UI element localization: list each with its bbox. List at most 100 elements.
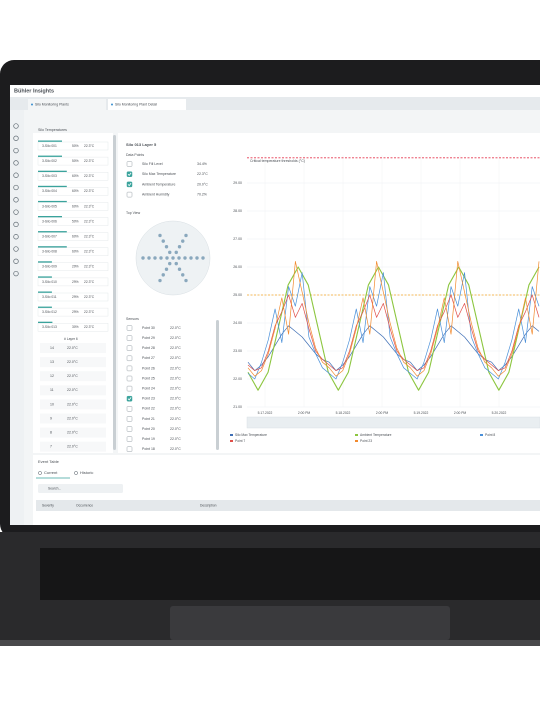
sensor-value: 22.0°C xyxy=(170,437,181,441)
nav-icon[interactable] xyxy=(13,184,19,191)
silo-row[interactable] xyxy=(37,292,109,302)
nav-icon[interactable] xyxy=(13,123,19,129)
layer-row xyxy=(40,413,106,424)
checkbox[interactable] xyxy=(126,181,133,188)
sensor-dot xyxy=(164,245,169,249)
silo-row[interactable] xyxy=(37,202,109,211)
table-header xyxy=(36,500,540,511)
column-header: Occurrence xyxy=(76,503,93,507)
column-header: Description xyxy=(200,503,217,507)
silo-row[interactable] xyxy=(37,262,109,271)
nav-icon[interactable] xyxy=(13,209,19,215)
layer-num: 10 xyxy=(50,402,54,406)
layer-num: 12 xyxy=(50,374,54,378)
silo-row[interactable] xyxy=(37,156,109,166)
sensor-value: 22.0°C xyxy=(170,407,181,411)
silo-temp: 22.3°C xyxy=(84,189,95,193)
checkbox[interactable] xyxy=(126,191,133,198)
trackpad xyxy=(170,606,450,640)
tab[interactable] xyxy=(28,99,106,110)
y-tick-label: 22.00 xyxy=(233,377,242,381)
sensor-label: Point 20 xyxy=(142,427,155,431)
layer-row xyxy=(40,427,106,438)
sensor-label: Point 28 xyxy=(142,346,155,350)
silo-name: 3-Silo 006 xyxy=(42,219,57,223)
nav-icon[interactable] xyxy=(13,197,19,203)
checkbox[interactable] xyxy=(126,375,133,382)
y-tick-label: 21.00 xyxy=(233,405,242,409)
sensor-label: Point 24 xyxy=(142,387,155,391)
search-box[interactable] xyxy=(38,484,123,493)
tab-dot xyxy=(111,103,113,106)
checkbox[interactable] xyxy=(126,436,133,442)
legend-label: Ambient Temperature xyxy=(360,433,392,437)
sensor-dot xyxy=(177,256,181,260)
x-tick-label: 2:00 PM xyxy=(376,411,389,415)
series-line xyxy=(247,325,540,371)
checkbox[interactable] xyxy=(126,161,133,167)
checkbox[interactable] xyxy=(126,406,133,412)
nav-icon[interactable] xyxy=(13,234,19,240)
keyboard xyxy=(40,548,540,600)
silo-row[interactable] xyxy=(37,277,109,287)
checkbox[interactable] xyxy=(126,395,133,402)
event-tab[interactable]: Historic xyxy=(80,470,93,475)
silo-row[interactable] xyxy=(37,323,109,332)
silo-row[interactable] xyxy=(37,232,109,241)
silo-row[interactable] xyxy=(37,247,109,256)
silo-row[interactable] xyxy=(37,141,109,151)
checkbox[interactable] xyxy=(126,171,133,177)
layer-temp: 22.0°C xyxy=(67,402,78,406)
silo-row[interactable] xyxy=(37,307,109,317)
data-point-value: 70.2% xyxy=(197,193,207,197)
silo-fill: 60% xyxy=(72,250,79,254)
y-tick-label: 24.00 xyxy=(233,321,242,325)
sensor-dot xyxy=(174,261,178,266)
silo-temp: 22.3°C xyxy=(84,159,95,163)
checkbox[interactable] xyxy=(126,345,133,351)
checkbox[interactable] xyxy=(126,385,133,392)
event-tab[interactable]: Current xyxy=(44,470,58,475)
section-title: Top View xyxy=(126,211,141,215)
checkbox[interactable] xyxy=(126,416,133,422)
scrollbar xyxy=(113,135,116,450)
sensor-value: 22.0°C xyxy=(170,336,181,340)
nav-icon[interactable] xyxy=(13,147,19,154)
nav-icon[interactable] xyxy=(13,258,19,264)
nav-icon[interactable] xyxy=(13,221,19,228)
layer-row xyxy=(40,385,106,396)
nav-icon[interactable] xyxy=(13,270,19,277)
sensor-label: Point 21 xyxy=(142,417,155,421)
silo-name: 3-Silo 005 xyxy=(42,204,57,208)
silo-fill: 60% xyxy=(72,174,79,178)
checkbox[interactable] xyxy=(126,335,133,341)
checkbox[interactable] xyxy=(126,355,133,362)
silo-fill: 50% xyxy=(72,219,79,223)
y-tick-label: 29.00 xyxy=(233,181,242,185)
silo-fill: 29% xyxy=(72,280,79,284)
layer-temp: 22.0°C xyxy=(67,416,78,420)
tab[interactable] xyxy=(108,99,186,110)
event-title: Event Table xyxy=(38,459,60,464)
layer-temp: 22.0°C xyxy=(67,346,78,350)
nav-icon[interactable] xyxy=(13,246,19,252)
fill-bar xyxy=(38,170,67,172)
checkbox[interactable] xyxy=(126,426,133,432)
silo-row[interactable] xyxy=(37,171,109,181)
layer-num: 14 xyxy=(50,346,54,350)
silo-row[interactable] xyxy=(37,217,109,226)
silo-row[interactable] xyxy=(37,187,109,196)
x-tick-label: 5.18.2022 xyxy=(336,411,351,415)
nav-icon[interactable] xyxy=(13,135,19,141)
fill-bar xyxy=(38,291,52,293)
silo-name: 3-Silo 004 xyxy=(42,189,57,193)
nav-icon[interactable] xyxy=(13,172,19,178)
checkbox[interactable] xyxy=(126,325,133,331)
icon-sidebar xyxy=(10,110,24,525)
x-tick-label: 2:00 PM xyxy=(298,411,311,415)
checkbox[interactable] xyxy=(126,446,133,452)
sensor-dot xyxy=(158,278,162,283)
checkbox[interactable] xyxy=(126,365,133,372)
series-line xyxy=(247,261,540,377)
nav-icon[interactable] xyxy=(13,160,19,166)
